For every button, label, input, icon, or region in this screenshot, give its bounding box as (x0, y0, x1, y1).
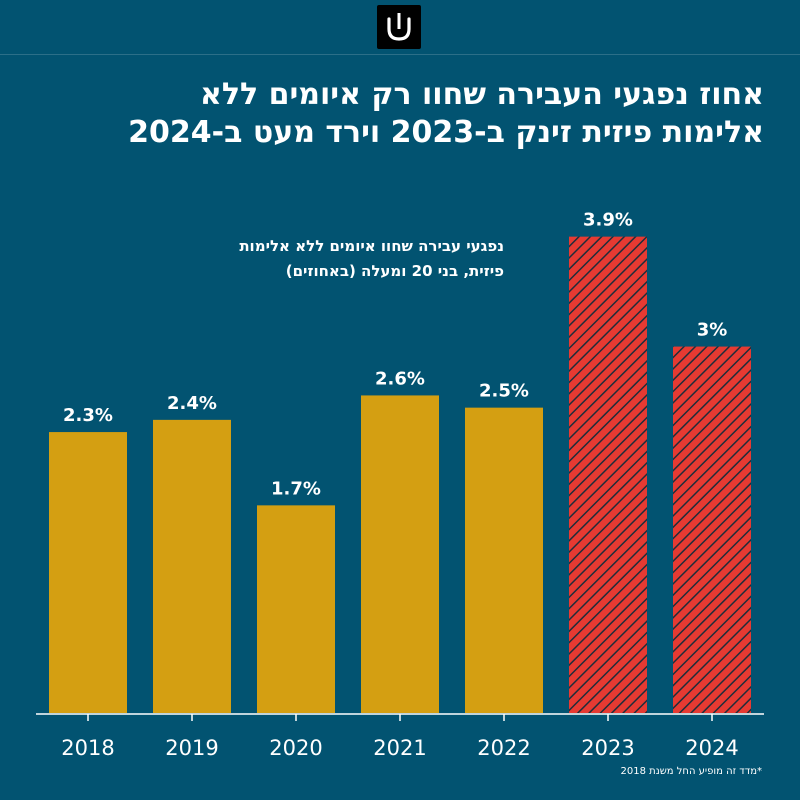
bar-2019 (153, 419, 231, 713)
headline-line-1: אחוז נפגעי העבירה שחוו רק איומים ללא (199, 77, 764, 112)
data-label-2023: 3.9% (583, 210, 633, 231)
x-tick-label-2023: 2023 (581, 736, 634, 760)
data-label-2022: 2.5% (479, 381, 529, 402)
bar-2021 (361, 395, 439, 713)
x-tick-label-2018: 2018 (61, 736, 114, 760)
x-tick-label-2020: 2020 (269, 736, 322, 760)
bar-2018 (49, 432, 127, 713)
x-tick-label-2019: 2019 (165, 736, 218, 760)
x-tick-label-2021: 2021 (373, 736, 426, 760)
brand-logo (377, 5, 421, 49)
bar-2022 (465, 407, 543, 713)
bar-2024 (673, 346, 751, 713)
x-tick-label-2024: 2024 (685, 736, 738, 760)
chart-headline: אחוז נפגעי העבירה שחוו רק איומים ללא אלי… (44, 76, 764, 152)
data-label-2020: 1.7% (271, 478, 321, 499)
data-label-2019: 2.4% (167, 393, 217, 414)
x-tick-label-2022: 2022 (477, 736, 530, 760)
data-label-2018: 2.3% (63, 405, 113, 426)
bar-2020 (257, 505, 335, 713)
headline-line-2: אלימות פיזית זינק ב-2023 וירד מעט ב-2024 (128, 115, 764, 150)
subtitle-line-1: נפגעי עבירה שחוו איומים ללא אלימות (239, 237, 504, 255)
data-label-2021: 2.6% (375, 368, 425, 389)
bar-2023 (569, 236, 647, 713)
chart-subtitle: נפגעי עבירה שחוו איומים ללא אלימות פיזית… (84, 234, 504, 284)
data-label-2024: 3% (697, 320, 728, 341)
subtitle-line-2: פיזית, בני 20 ומעלה (באחוזים) (285, 262, 504, 280)
footnote: *מדד זה מופיע החל משנת 2018 (620, 766, 762, 777)
